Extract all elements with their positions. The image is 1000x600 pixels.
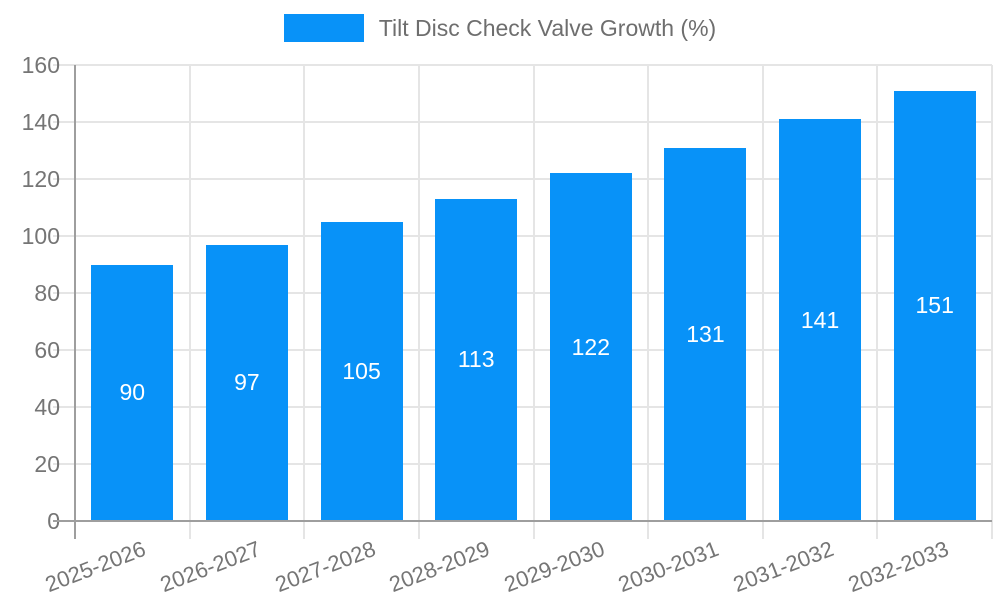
- y-axis-tick-label: 120: [21, 166, 60, 192]
- legend-swatch: [283, 14, 364, 42]
- y-axis-line: [74, 65, 76, 539]
- gridline-vertical: [761, 65, 764, 539]
- y-axis-tick-label: 0: [0, 507, 60, 535]
- gridline-horizontal: [53, 349, 992, 351]
- y-axis-tick-label: 40: [34, 394, 60, 420]
- gridline-horizontal: [53, 463, 992, 465]
- gridline-horizontal: [53, 121, 992, 123]
- bar-value-label: 141: [800, 306, 840, 333]
- legend: Tilt Disc Check Valve Growth (%): [0, 14, 1000, 42]
- bar-value-label: 113: [457, 346, 495, 373]
- bar: 90: [91, 264, 174, 521]
- gridline-vertical: [417, 65, 420, 539]
- y-axis-tick-label: 160: [21, 52, 60, 78]
- bar-value-label: 90: [119, 379, 146, 406]
- gridline-horizontal: [53, 292, 992, 294]
- bar: 105: [320, 221, 403, 521]
- y-axis-tick-label: 140: [21, 109, 60, 135]
- gridline-vertical: [647, 65, 650, 539]
- bar: 113: [435, 198, 518, 521]
- gridline-vertical: [876, 65, 879, 539]
- gridline-horizontal: [53, 406, 992, 408]
- gridline-vertical: [532, 65, 535, 539]
- gridline-vertical: [188, 65, 191, 539]
- gridline-vertical: [991, 65, 993, 539]
- bar: 122: [549, 173, 632, 521]
- bar-value-label: 97: [234, 369, 260, 396]
- y-axis-tick-label: 20: [34, 451, 60, 477]
- gridline-horizontal: [53, 178, 992, 180]
- legend-label: Tilt Disc Check Valve Growth (%): [378, 15, 717, 41]
- y-axis-tick-label: 80: [34, 280, 60, 306]
- gridline-horizontal: [53, 64, 992, 66]
- bar: 151: [893, 90, 976, 521]
- bar: 141: [779, 119, 862, 521]
- gridline-vertical: [303, 65, 306, 539]
- bar-value-label: 105: [342, 357, 381, 384]
- y-axis-tick-label: 60: [34, 337, 60, 363]
- bar-value-label: 122: [571, 333, 610, 360]
- bar-value-label: 151: [915, 292, 954, 319]
- y-axis-tick-label: 100: [21, 223, 60, 249]
- bar: 131: [664, 147, 747, 521]
- bar: 97: [205, 244, 288, 521]
- gridline-horizontal: [53, 235, 992, 237]
- bar-value-label: 131: [686, 320, 725, 347]
- x-axis-line: [53, 520, 992, 522]
